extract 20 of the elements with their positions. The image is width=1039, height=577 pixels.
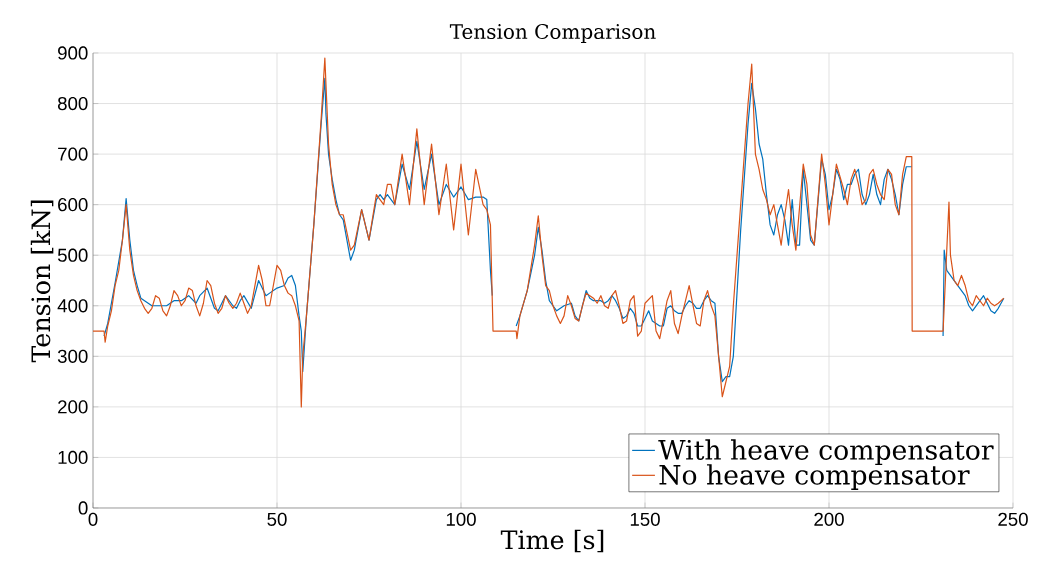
y-tick-label: 200 [58,400,88,414]
y-axis-title: Tension [kN] [30,200,54,363]
y-tick-label: 100 [58,450,88,465]
x-tick-label: 0 [88,512,98,526]
x-tick-label: 250 [998,512,1028,526]
y-tick-label: 700 [58,147,88,161]
y-tick-label: 0 [78,501,88,515]
x-tick-label: 200 [814,512,844,526]
y-tick-label: 900 [58,46,88,60]
x-axis-title: Time [s] [500,529,604,553]
chart-title: Tension Comparison [449,23,656,43]
y-tick-label: 500 [57,248,88,262]
x-tick-label: 150 [630,512,660,526]
y-tick-label: 600 [58,198,88,212]
x-tick-label: 50 [267,512,287,526]
legend-label: No heave compensator [659,464,970,490]
y-tick-label: 400 [57,299,88,313]
y-tick-label: 300 [57,349,88,363]
x-tick-label: 100 [446,512,476,526]
y-tick-label: 800 [57,96,88,111]
